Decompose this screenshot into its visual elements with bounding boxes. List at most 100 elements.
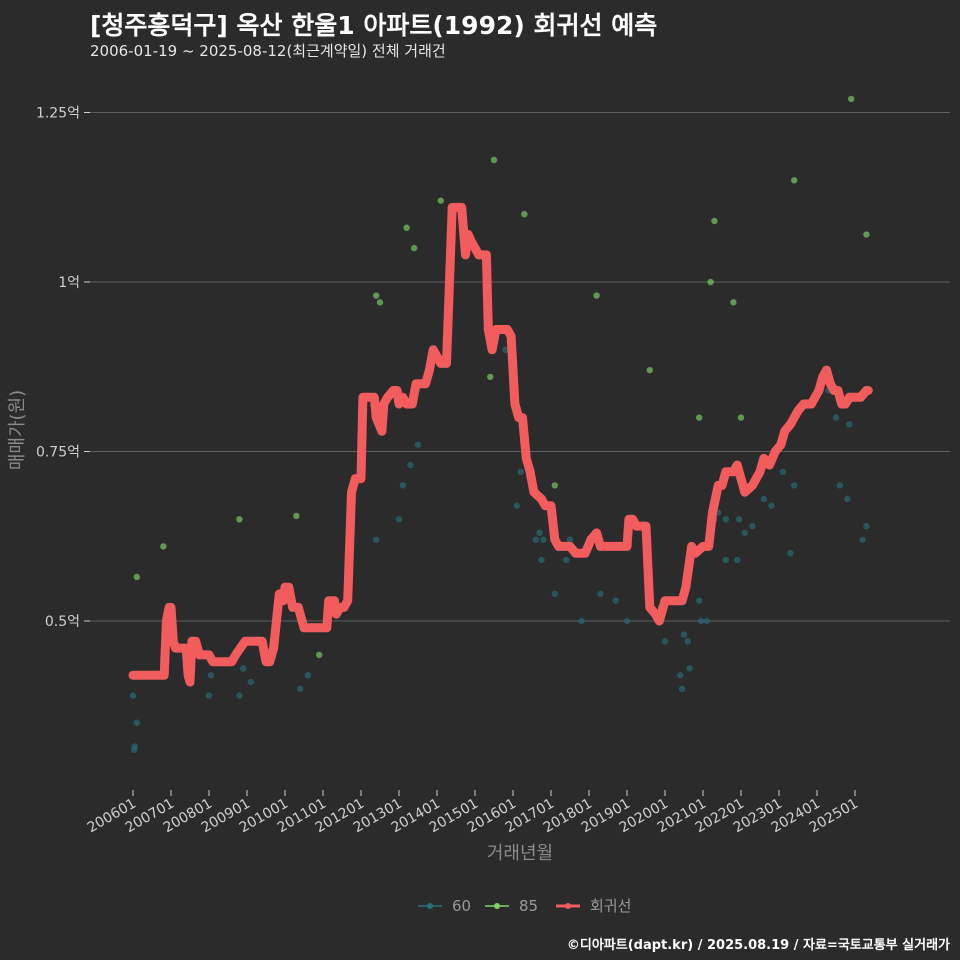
point-s60 bbox=[696, 597, 703, 604]
point-s85 bbox=[646, 366, 653, 374]
point-s60 bbox=[407, 461, 414, 469]
point-s60 bbox=[859, 536, 866, 543]
point-s60 bbox=[749, 522, 756, 530]
point-s60 bbox=[240, 665, 247, 672]
point-s60 bbox=[414, 441, 422, 448]
gridlines bbox=[90, 112, 950, 622]
point-s85 bbox=[730, 299, 737, 306]
point-s85 bbox=[403, 224, 410, 231]
point-s85 bbox=[593, 292, 600, 299]
point-s60 bbox=[129, 692, 137, 699]
point-s60 bbox=[722, 516, 729, 523]
regression-line-group bbox=[128, 202, 873, 687]
legend-swatch-dot bbox=[494, 903, 500, 909]
point-s60 bbox=[741, 529, 748, 537]
point-s60 bbox=[734, 556, 741, 564]
point-s85 bbox=[437, 197, 444, 204]
point-s60 bbox=[236, 692, 243, 699]
point-s85 bbox=[411, 244, 418, 252]
point-s60 bbox=[566, 536, 574, 543]
y-tick-label: 0.5억 bbox=[45, 614, 80, 630]
point-s60 bbox=[697, 617, 705, 625]
point-s60 bbox=[304, 672, 311, 679]
point-s60 bbox=[791, 482, 798, 489]
point-s60 bbox=[703, 617, 710, 625]
source-caption: ©디아파트(dapt.kr) / 2025.08.19 / 자료=국토교통부 실… bbox=[566, 938, 950, 953]
point-s60 bbox=[563, 556, 570, 564]
point-s60 bbox=[768, 502, 775, 509]
regression-line bbox=[128, 202, 873, 687]
y-tick-label: 1억 bbox=[58, 275, 80, 291]
point-s85 bbox=[133, 573, 140, 581]
point-s85 bbox=[848, 95, 855, 103]
point-s85 bbox=[863, 231, 870, 238]
point-s60 bbox=[536, 529, 543, 537]
point-s60 bbox=[513, 502, 520, 509]
point-s85 bbox=[236, 516, 243, 523]
point-s85 bbox=[551, 482, 558, 489]
point-s60 bbox=[677, 672, 684, 679]
legend: 60 85 회귀선 bbox=[418, 897, 631, 915]
point-s60 bbox=[686, 665, 693, 672]
y-axis-title: 매매가(원) bbox=[7, 390, 28, 470]
point-s60 bbox=[538, 556, 545, 564]
point-s60 bbox=[678, 685, 686, 692]
point-s60 bbox=[133, 719, 140, 726]
point-s60 bbox=[540, 536, 547, 543]
point-s60 bbox=[722, 556, 729, 564]
point-s60 bbox=[612, 597, 619, 604]
point-s85 bbox=[373, 292, 380, 299]
point-s60 bbox=[297, 685, 304, 692]
legend-swatch-dot bbox=[565, 903, 571, 909]
chart-title: [청주흥덕구] 옥산 한울1 아파트(1992) 회귀선 예측 bbox=[90, 11, 658, 40]
point-s60 bbox=[735, 516, 743, 523]
point-s60 bbox=[395, 516, 403, 523]
point-s60 bbox=[131, 743, 139, 750]
point-s85 bbox=[487, 373, 494, 381]
point-s60 bbox=[680, 631, 688, 638]
point-s60 bbox=[760, 495, 767, 503]
point-s85 bbox=[791, 177, 798, 184]
point-s60 bbox=[863, 522, 870, 530]
point-s60 bbox=[373, 536, 380, 543]
point-s60 bbox=[844, 495, 851, 503]
point-s60 bbox=[399, 482, 406, 489]
point-s60 bbox=[597, 590, 604, 598]
point-s60 bbox=[846, 421, 853, 428]
point-s60 bbox=[661, 638, 669, 645]
point-s85 bbox=[490, 156, 498, 164]
point-s85 bbox=[707, 278, 714, 286]
point-s85 bbox=[521, 211, 528, 218]
point-s60 bbox=[578, 617, 585, 625]
point-s85 bbox=[316, 651, 323, 659]
legend-swatch-dot bbox=[427, 903, 433, 909]
point-s85 bbox=[160, 543, 167, 550]
legend-label: 85 bbox=[519, 897, 538, 915]
point-s60 bbox=[502, 346, 509, 353]
chart-subtitle: 2006-01-19 ~ 2025-08-12(최근계약일) 전체 거래건 bbox=[90, 42, 446, 60]
point-s60 bbox=[551, 590, 558, 598]
legend-label: 회귀선 bbox=[590, 897, 631, 915]
point-s85 bbox=[293, 512, 300, 520]
legend-label: 60 bbox=[452, 897, 471, 915]
point-s60 bbox=[623, 617, 631, 625]
point-s85 bbox=[376, 299, 384, 306]
y-tick-label: 1.25억 bbox=[36, 106, 80, 122]
y-tick-label: 0.75억 bbox=[36, 445, 80, 461]
point-s85 bbox=[696, 414, 703, 421]
point-s60 bbox=[247, 678, 254, 686]
x-axis-title: 거래년월 bbox=[487, 843, 553, 864]
y-axis-ticks: 0.5억 0.75억 1억 1.25억 bbox=[36, 106, 90, 630]
point-s60 bbox=[517, 468, 524, 476]
point-s60 bbox=[684, 638, 691, 645]
point-s60 bbox=[836, 482, 843, 489]
point-s60 bbox=[787, 550, 794, 557]
point-s60 bbox=[532, 536, 539, 543]
point-s85 bbox=[737, 414, 745, 421]
point-s85 bbox=[711, 217, 718, 225]
point-s60 bbox=[779, 468, 786, 476]
point-s60 bbox=[205, 692, 213, 699]
x-axis-ticks: 2006012007012008012009012010012011012012… bbox=[85, 790, 861, 836]
point-s60 bbox=[832, 414, 840, 421]
